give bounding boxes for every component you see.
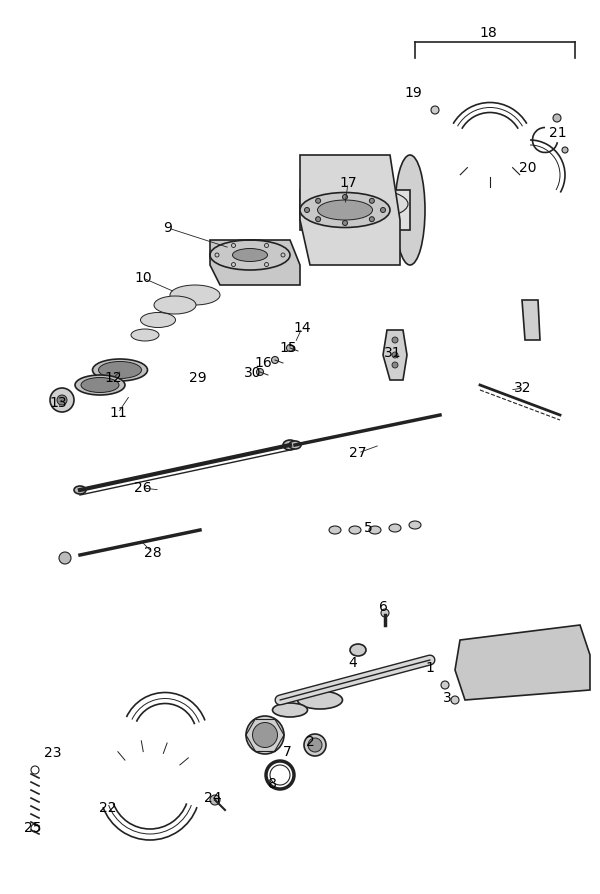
Circle shape xyxy=(316,216,320,222)
Circle shape xyxy=(380,207,386,213)
Circle shape xyxy=(370,198,374,203)
Ellipse shape xyxy=(349,526,361,534)
Polygon shape xyxy=(300,155,400,265)
Circle shape xyxy=(381,609,389,617)
Ellipse shape xyxy=(170,285,220,305)
Text: 24: 24 xyxy=(204,791,222,805)
Polygon shape xyxy=(522,300,540,340)
Text: 3: 3 xyxy=(443,691,451,705)
Ellipse shape xyxy=(300,192,390,227)
Text: 22: 22 xyxy=(99,801,117,815)
Circle shape xyxy=(370,216,374,222)
Ellipse shape xyxy=(283,440,297,450)
Text: 28: 28 xyxy=(144,546,162,560)
Ellipse shape xyxy=(313,194,398,226)
Ellipse shape xyxy=(233,249,268,262)
Text: 5: 5 xyxy=(364,521,373,535)
Polygon shape xyxy=(485,645,585,685)
Ellipse shape xyxy=(210,240,290,270)
Text: 10: 10 xyxy=(134,271,152,285)
Ellipse shape xyxy=(300,190,410,230)
Circle shape xyxy=(50,388,74,412)
Polygon shape xyxy=(300,190,410,230)
Circle shape xyxy=(59,552,71,564)
Text: 16: 16 xyxy=(254,356,272,370)
Ellipse shape xyxy=(75,375,125,395)
Text: 14: 14 xyxy=(293,321,311,335)
Text: 15: 15 xyxy=(279,341,297,355)
Ellipse shape xyxy=(92,359,148,381)
Circle shape xyxy=(431,106,439,114)
Circle shape xyxy=(392,352,398,358)
Ellipse shape xyxy=(350,644,366,656)
Text: 6: 6 xyxy=(379,600,388,614)
Text: 7: 7 xyxy=(283,745,292,759)
Circle shape xyxy=(562,147,568,153)
Ellipse shape xyxy=(304,734,326,756)
Circle shape xyxy=(392,337,398,343)
Text: 31: 31 xyxy=(384,346,402,360)
Ellipse shape xyxy=(329,526,341,534)
Circle shape xyxy=(392,362,398,368)
Text: 2: 2 xyxy=(305,735,314,749)
Ellipse shape xyxy=(140,313,176,327)
Text: 11: 11 xyxy=(109,406,127,420)
Circle shape xyxy=(305,207,310,213)
Text: 20: 20 xyxy=(519,161,537,175)
Text: 8: 8 xyxy=(268,777,277,791)
Ellipse shape xyxy=(154,296,196,314)
Circle shape xyxy=(343,195,347,199)
Circle shape xyxy=(257,368,263,375)
Ellipse shape xyxy=(246,716,284,754)
Text: 19: 19 xyxy=(404,86,422,100)
Ellipse shape xyxy=(395,155,425,265)
Circle shape xyxy=(287,344,293,351)
Text: 9: 9 xyxy=(164,221,172,235)
Circle shape xyxy=(343,221,347,225)
Circle shape xyxy=(57,395,67,405)
Text: 12: 12 xyxy=(104,371,122,385)
Ellipse shape xyxy=(317,200,373,220)
Ellipse shape xyxy=(389,524,401,532)
Ellipse shape xyxy=(98,361,142,378)
Text: 29: 29 xyxy=(189,371,207,385)
Ellipse shape xyxy=(369,526,381,534)
Ellipse shape xyxy=(74,486,86,494)
Text: 23: 23 xyxy=(44,746,62,760)
Text: 27: 27 xyxy=(349,446,367,460)
Circle shape xyxy=(210,795,220,805)
Text: 1: 1 xyxy=(425,661,434,675)
Polygon shape xyxy=(383,330,407,380)
Circle shape xyxy=(451,696,459,704)
Text: 4: 4 xyxy=(349,656,358,670)
Ellipse shape xyxy=(308,738,322,752)
Text: 18: 18 xyxy=(479,26,497,40)
Text: 30: 30 xyxy=(244,366,262,380)
Polygon shape xyxy=(210,240,300,285)
Ellipse shape xyxy=(409,521,421,529)
Circle shape xyxy=(441,681,449,689)
Ellipse shape xyxy=(298,691,343,709)
Text: 26: 26 xyxy=(134,481,152,495)
Circle shape xyxy=(271,357,278,364)
Ellipse shape xyxy=(332,190,408,218)
Text: 13: 13 xyxy=(49,396,67,410)
Polygon shape xyxy=(455,625,590,700)
Ellipse shape xyxy=(81,377,119,392)
Ellipse shape xyxy=(272,703,308,717)
Text: 25: 25 xyxy=(24,821,42,835)
Ellipse shape xyxy=(289,441,301,449)
Ellipse shape xyxy=(253,722,277,747)
Circle shape xyxy=(553,114,561,122)
Circle shape xyxy=(316,198,320,203)
Text: 17: 17 xyxy=(339,176,357,190)
Ellipse shape xyxy=(131,329,159,341)
Text: 32: 32 xyxy=(514,381,532,395)
Ellipse shape xyxy=(322,191,403,223)
Text: 21: 21 xyxy=(549,126,567,140)
